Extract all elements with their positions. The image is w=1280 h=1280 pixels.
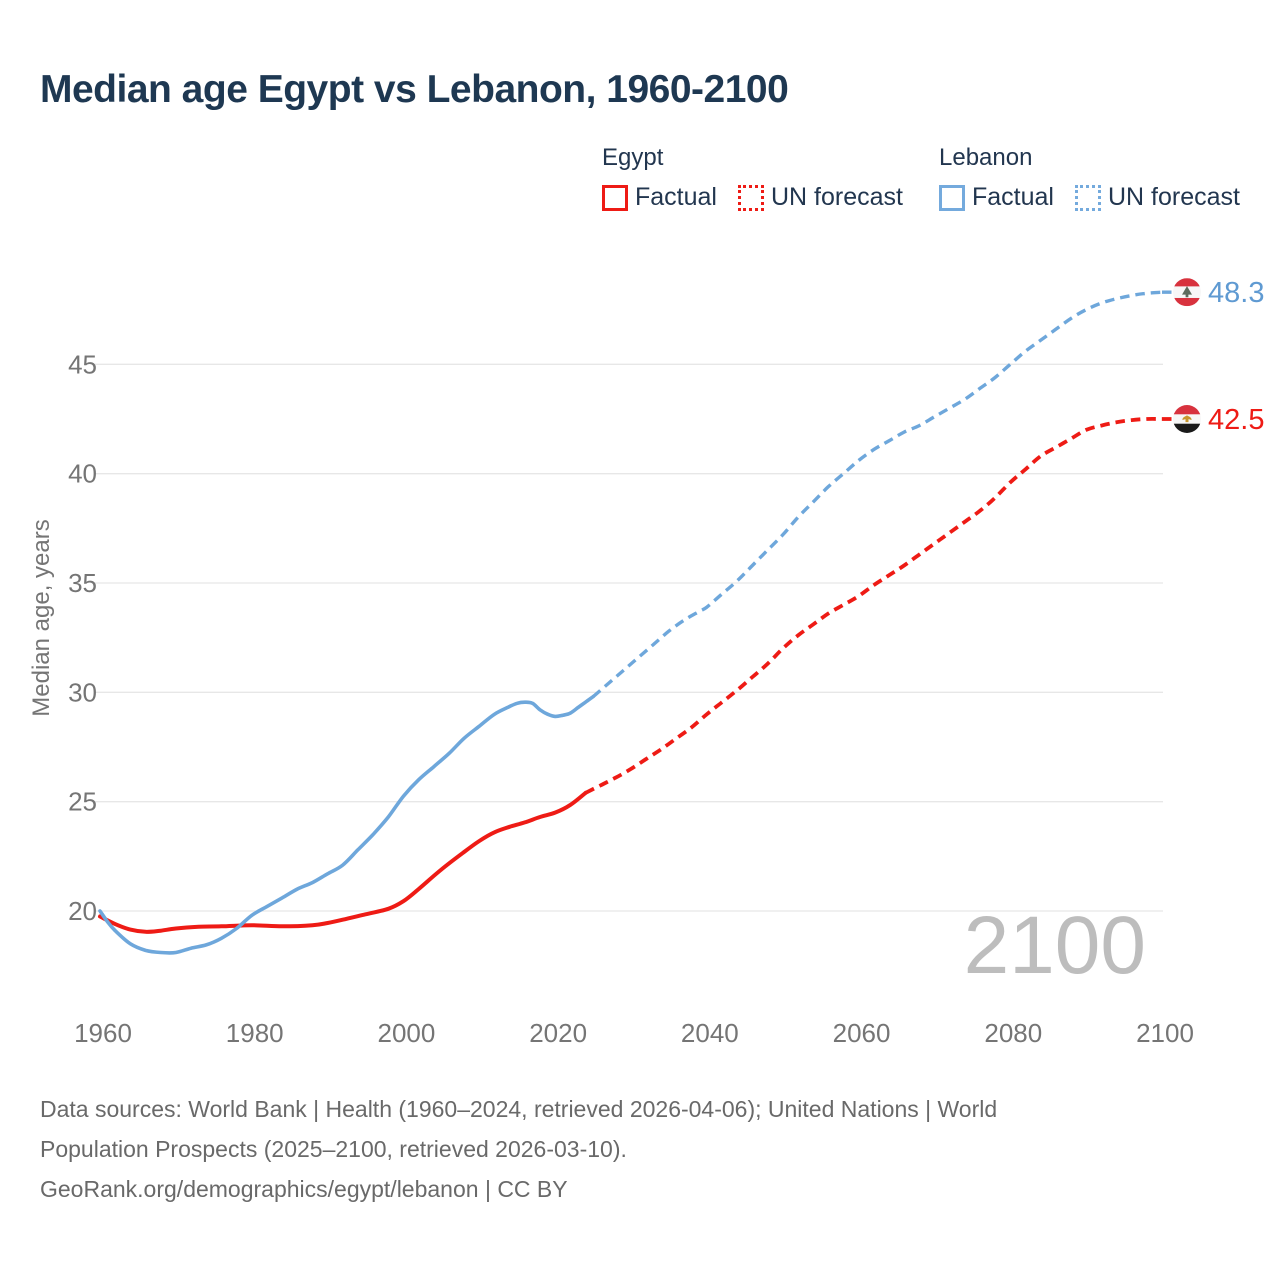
watermark-year: 2100 <box>964 900 1146 991</box>
legend-label-lebanon-factual: Factual <box>972 183 1054 211</box>
legend-group-title-lebanon: Lebanon <box>939 144 1033 171</box>
legend-group-title-egypt: Egypt <box>602 144 664 171</box>
legend-row-lebanon: Factual UN forecast <box>939 183 1240 212</box>
flag-stripe-bottom <box>1173 423 1201 434</box>
flag-stripe-top <box>1173 405 1201 415</box>
y-axis-title: Median age, years <box>28 519 55 716</box>
eagle-glyph <box>1182 415 1192 423</box>
x-tick-label: 2040 <box>681 1018 739 1048</box>
x-tick-label: 2080 <box>984 1018 1042 1048</box>
flag-stripe-top <box>1173 278 1201 287</box>
footer: Data sources: World Bank | Health (1960–… <box>40 1089 1200 1209</box>
legend-group-egypt: Egypt Factual UN forecast <box>602 144 903 212</box>
end-value-label: 48.3 <box>1208 277 1264 309</box>
x-tick-label: 2100 <box>1136 1018 1194 1048</box>
lebanon-flag-body <box>1173 278 1201 307</box>
end-value-label: 42.5 <box>1208 404 1264 436</box>
y-tick-label: 45 <box>68 349 97 379</box>
x-tick-label: 1960 <box>74 1018 132 1048</box>
footer-line-attribution: GeoRank.org/demographics/egypt/lebanon |… <box>40 1176 568 1202</box>
x-tick-label: 2060 <box>833 1018 891 1048</box>
legend-row-egypt: Factual UN forecast <box>602 183 903 212</box>
footer-line-datasources: Data sources: World Bank | Health (1960–… <box>40 1096 998 1122</box>
x-tick-label: 2020 <box>529 1018 587 1048</box>
y-tick-label: 20 <box>68 896 97 926</box>
series-line-egypt-factual <box>98 790 588 934</box>
y-tick-label: 25 <box>68 787 97 817</box>
y-tick-label: 35 <box>68 568 97 598</box>
legend-swatch-egypt-factual-icon <box>602 184 628 211</box>
egypt-flag-icon <box>1173 405 1201 434</box>
legend-label-egypt-factual: Factual <box>635 183 717 211</box>
chart-title: Median age Egypt vs Lebanon, 1960-2100 <box>40 68 789 111</box>
x-tick-label: 1980 <box>226 1018 284 1048</box>
y-tick-label: 30 <box>68 677 97 707</box>
footer-line-datasources-2: Population Prospects (2025–2100, retriev… <box>40 1136 627 1162</box>
egypt-flag-body <box>1173 405 1201 434</box>
flag-stripe-bottom <box>1173 297 1201 307</box>
series-line-egypt-un-forecast <box>584 417 1163 795</box>
cedar-tree-glyph <box>1182 286 1192 298</box>
legend-label-lebanon-forecast: UN forecast <box>1107 183 1240 211</box>
legend-swatch-lebanon-factual-icon <box>939 184 965 211</box>
series-line-lebanon-un-forecast <box>591 290 1163 698</box>
legend-label-egypt-forecast: UN forecast <box>770 183 903 211</box>
legend-group-lebanon: Lebanon Factual UN forecast <box>939 144 1240 212</box>
x-tick-label: 2000 <box>378 1018 436 1048</box>
lebanon-flag-icon <box>1173 278 1201 307</box>
legend-swatch-egypt-forecast-icon <box>737 184 764 211</box>
y-tick-label: 40 <box>68 459 97 489</box>
legend-swatch-lebanon-forecast-icon <box>1074 184 1101 211</box>
series-line-lebanon-factual <box>98 694 595 955</box>
